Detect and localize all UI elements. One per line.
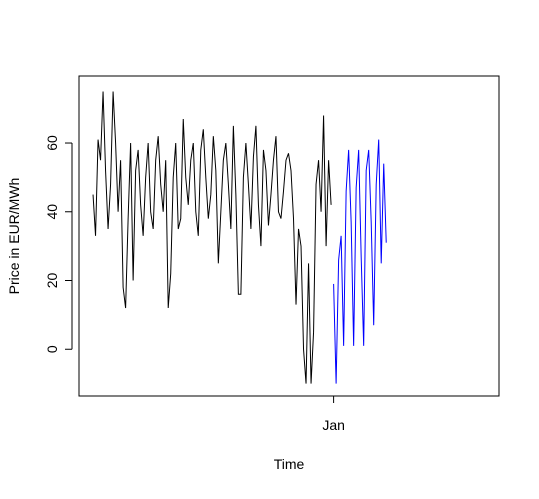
x-tick-label: Jan: [322, 417, 345, 433]
series-line: [92, 91, 332, 384]
y-tick-label: 20: [44, 273, 60, 289]
plot-box: [78, 75, 500, 397]
y-tick-label: 0: [44, 345, 60, 353]
x-axis-label: Time: [274, 456, 305, 472]
y-tick-label: 60: [44, 135, 60, 151]
series-line: [333, 139, 387, 384]
y-axis-label: Price in EUR/MWh: [6, 178, 22, 295]
y-tick-label: 40: [44, 204, 60, 220]
